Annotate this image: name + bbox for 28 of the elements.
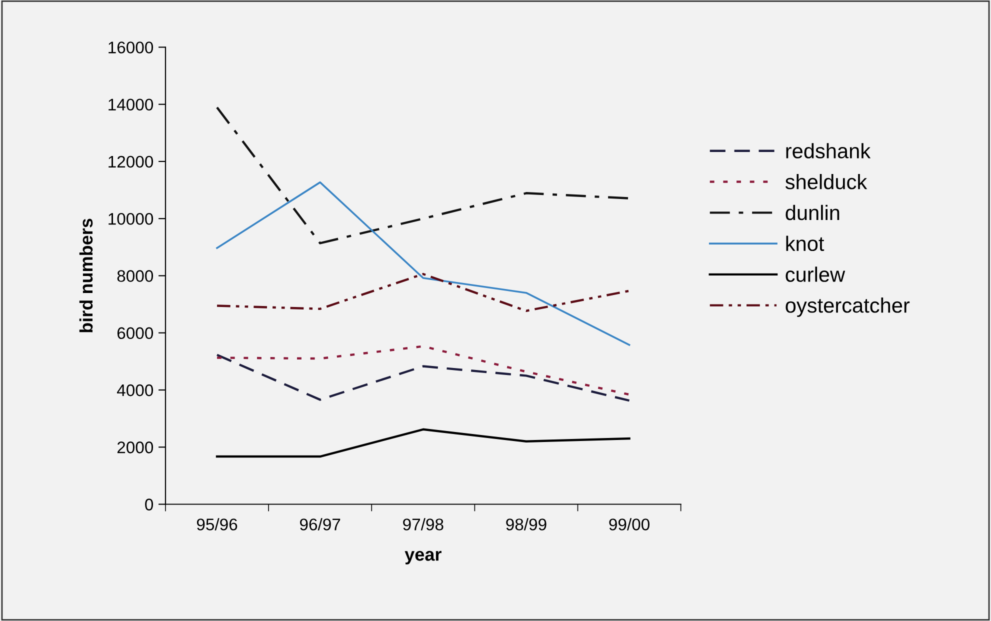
line-series [216,181,630,346]
legend-label: oystercatcher [786,298,910,317]
y-tick-label: 14000 [108,98,154,111]
line-series [216,428,630,458]
legend-label: shelduck [785,174,868,190]
legend-label: curlew [786,266,846,282]
y-axis-title: bird numbers [79,218,93,332]
y-tick-label: 12000 [108,156,154,168]
x-tick-label: 95/96 [196,518,238,530]
y-tick-label: 4000 [117,384,154,396]
x-tick-label: 97/98 [403,518,444,530]
line-series [216,272,630,312]
line-series [216,345,630,396]
y-tick-label: 2000 [117,442,154,454]
line-series [216,106,630,244]
x-tick-label: 98/99 [506,518,546,530]
x-tick-label: 99/00 [609,518,650,530]
x-axis-title: year [404,550,442,564]
line-series [216,354,630,402]
y-tick-label: 0 [145,498,154,510]
legend-label: knot [786,236,824,252]
legend-label: dunlin [786,204,840,220]
y-tick-label: 8000 [117,270,154,282]
x-tick-label: 96/97 [300,518,340,530]
y-tick-label: 10000 [108,212,154,225]
y-tick-label: 6000 [117,327,154,340]
legend-label: redshank [786,143,871,158]
y-tick-label: 16000 [108,42,154,54]
